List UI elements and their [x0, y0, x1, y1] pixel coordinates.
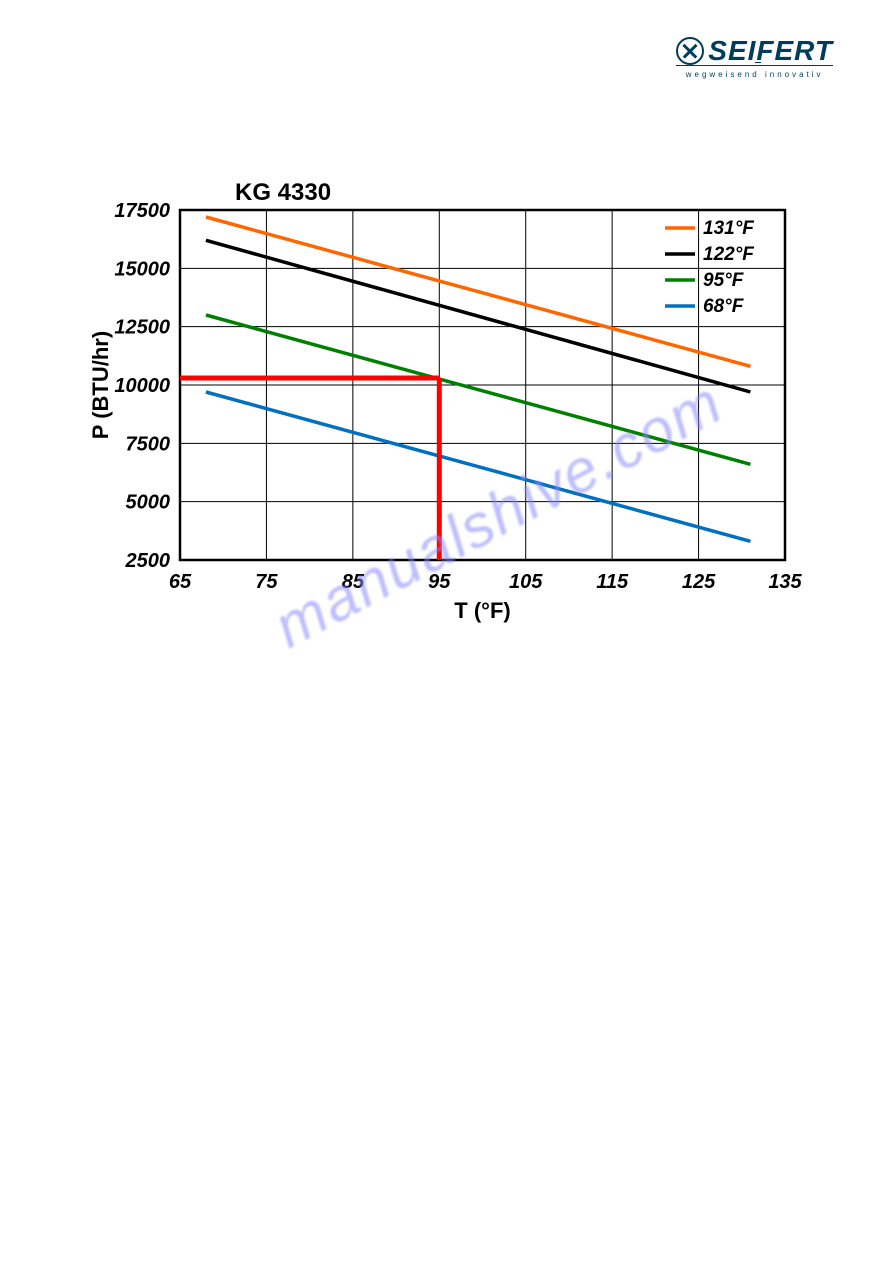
logo-tagline: wegweisend innovativ: [676, 70, 833, 79]
chart-title: KG 4330: [235, 179, 331, 206]
y-tick-label: 12500: [114, 317, 170, 339]
x-tick-label: 95: [428, 571, 451, 593]
x-tick-label: 105: [509, 571, 543, 593]
y-tick-label: 2500: [125, 550, 171, 572]
x-tick-label: 135: [768, 571, 802, 593]
x-tick-label: 85: [342, 571, 365, 593]
legend-label: 122°F: [703, 244, 755, 265]
y-axis-label: P (BTU/hr): [88, 331, 113, 439]
y-tick-label: 17500: [114, 200, 170, 222]
legend-label: 68°F: [703, 296, 745, 317]
y-tick-label: 10000: [114, 375, 170, 397]
logo-text: SEIFERT: [708, 35, 833, 67]
legend-label: 131°F: [703, 218, 755, 239]
x-axis-label: T (°F): [454, 598, 510, 623]
chart: KG 4330 65 75 85 95 105 115 125 135 2500 5000 7500 1…: [85, 170, 805, 630]
y-tick-label: 15000: [114, 258, 170, 280]
x-tick-label: 115: [596, 571, 629, 593]
logo-underline: [676, 65, 833, 66]
legend-label: 95°F: [703, 270, 745, 291]
logo-icon: [676, 37, 704, 65]
x-tick-label: 65: [169, 571, 192, 593]
x-tick-label: 125: [682, 571, 716, 593]
y-tick-label: 5000: [126, 492, 171, 514]
chart-svg: KG 4330 65 75 85 95 105 115 125 135 2500 5000 7500 1…: [85, 170, 805, 630]
y-tick-label: 7500: [126, 433, 171, 455]
brand-logo: SEIFERT wegweisend innovativ: [676, 35, 833, 79]
x-tick-label: 75: [255, 571, 278, 593]
